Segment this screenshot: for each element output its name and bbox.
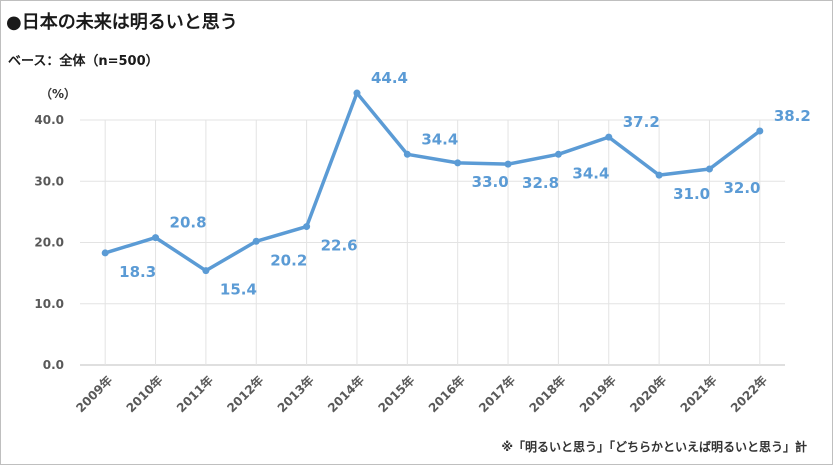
- data-point: [353, 89, 361, 97]
- x-tick-label: 2012年: [224, 373, 267, 416]
- x-tick-label: 2013年: [274, 373, 317, 416]
- x-tick-label: 2014年: [324, 373, 367, 416]
- x-tick-label: 2021年: [677, 373, 720, 416]
- data-point: [554, 150, 562, 158]
- data-label: 44.4: [371, 69, 408, 87]
- data-label: 38.2: [774, 107, 811, 125]
- x-tick-label: 2015年: [375, 373, 418, 416]
- x-tick-label: 2016年: [425, 373, 468, 416]
- series-line: [104, 91, 761, 273]
- data-labels: 18.3 20.8 15.4 20.2 22.6 44.4 34.4 33.0 32.8 34.4…: [119, 69, 811, 299]
- x-tick-label: 2020年: [627, 373, 670, 416]
- data-point: [252, 237, 260, 245]
- y-axis-unit: （%）: [40, 86, 76, 101]
- data-point: [605, 133, 613, 141]
- data-label: 32.8: [522, 174, 559, 192]
- data-label: 33.0: [472, 173, 509, 191]
- data-point: [454, 159, 462, 167]
- data-label: 15.4: [220, 281, 257, 299]
- y-tick-label: 30.0: [34, 174, 64, 188]
- series-line-group: [101, 89, 764, 275]
- data-label: 34.4: [421, 130, 458, 148]
- x-tick-label: 2019年: [576, 373, 619, 416]
- chart-title: ●日本の未来は明るいと思う: [6, 12, 238, 33]
- x-tick-label: 2017年: [475, 373, 518, 416]
- data-label: 34.4: [572, 164, 609, 182]
- chart-subtitle: ベース：全体（n=500）: [8, 54, 159, 69]
- data-label: 18.3: [119, 263, 156, 281]
- x-tick-label: 2011年: [173, 373, 216, 416]
- data-point: [152, 234, 160, 242]
- data-label: 20.8: [170, 214, 207, 232]
- y-tick-label: 10.0: [34, 297, 64, 311]
- y-tick-label: 40.0: [34, 113, 64, 127]
- y-axis-ticks: 0.0 10.0 20.0 30.0 40.0: [34, 113, 64, 372]
- data-point: [504, 160, 512, 168]
- x-tick-label: 2010年: [123, 373, 166, 416]
- gridlines: [80, 119, 785, 366]
- data-point: [202, 267, 210, 275]
- data-point: [705, 165, 713, 173]
- y-tick-label: 0.0: [43, 358, 64, 372]
- x-tick-label: 2018年: [526, 373, 569, 416]
- data-point: [655, 171, 663, 179]
- y-tick-label: 20.0: [34, 236, 64, 250]
- data-point: [101, 249, 109, 257]
- data-point: [756, 127, 764, 135]
- x-tick-label: 2022年: [727, 373, 770, 416]
- data-point: [403, 150, 411, 158]
- data-label: 31.0: [673, 185, 710, 203]
- footnote: ※「明るいと思う」「どちらかといえば明るいと思う」計: [501, 440, 807, 454]
- data-label: 20.2: [270, 251, 307, 269]
- data-label: 22.6: [321, 237, 358, 255]
- x-tick-label: 2009年: [73, 373, 116, 416]
- data-point: [303, 223, 311, 231]
- x-axis-ticks: 2009年 2010年 2011年 2012年 2013年 2014年 2015年 2016年…: [73, 373, 770, 416]
- data-label: 37.2: [623, 113, 660, 131]
- data-label: 32.0: [723, 179, 760, 197]
